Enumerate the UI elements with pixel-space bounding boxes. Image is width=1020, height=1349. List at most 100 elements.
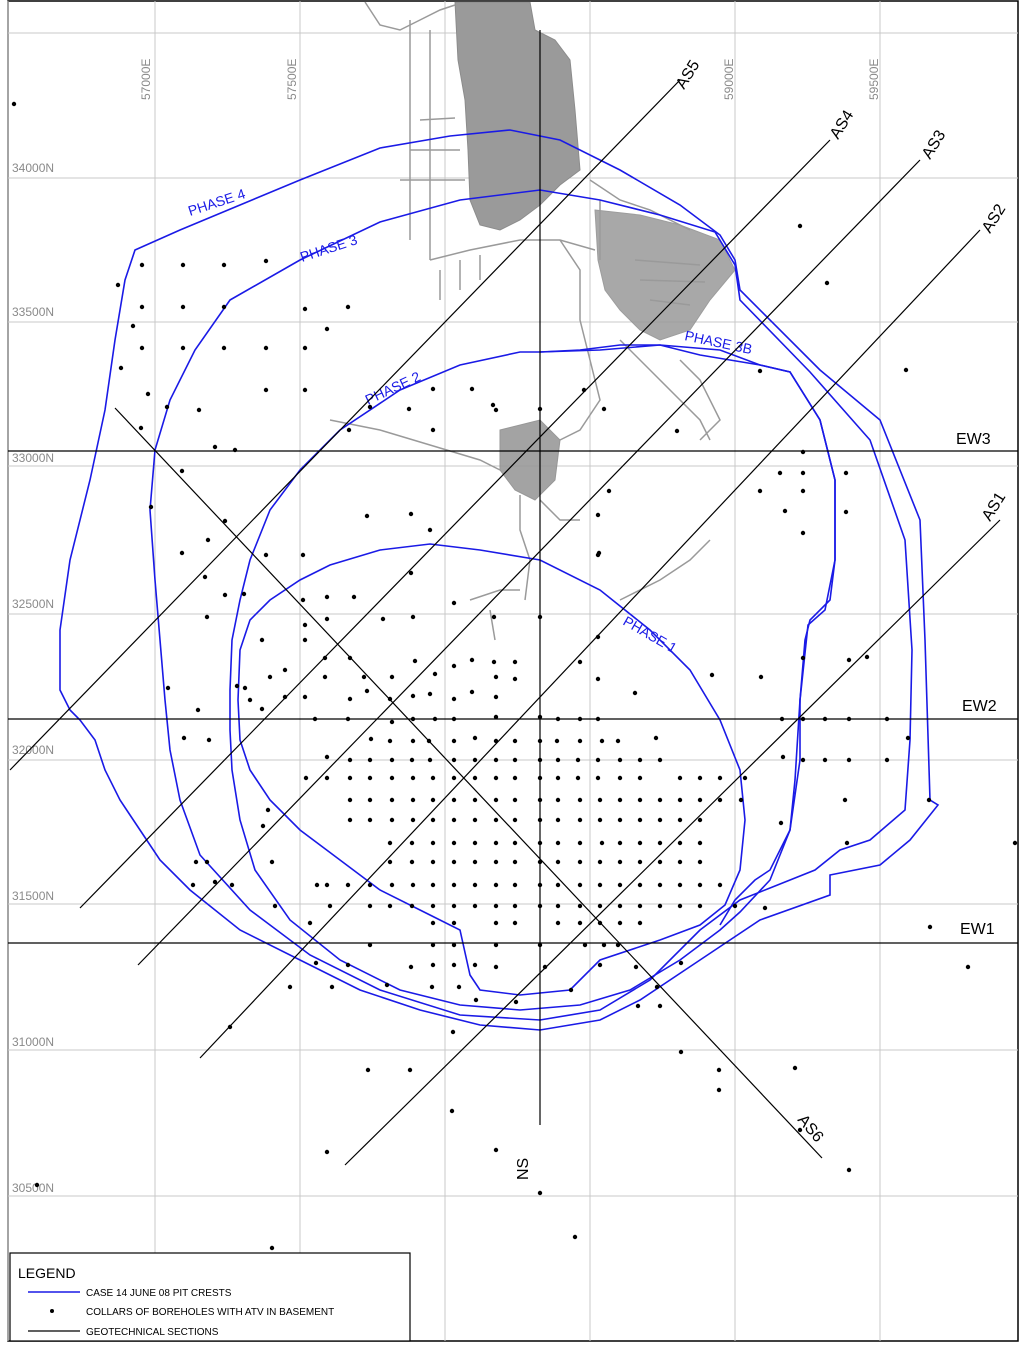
borehole-collar [637,797,643,803]
borehole-collar [430,962,436,968]
borehole-collar [843,470,849,476]
section-ew1-label: EW1 [960,921,995,938]
borehole-collar [389,719,395,725]
borehole-collar [180,304,186,310]
borehole-collar [717,775,723,781]
borehole-collar [577,738,583,744]
borehole-collar [493,757,499,763]
borehole-collar [493,694,499,700]
borehole-collar [637,840,643,846]
borehole-collar [635,1003,641,1009]
borehole-collar [314,882,320,888]
borehole-collar [469,657,475,663]
borehole-collar [263,345,269,351]
borehole-collar [367,882,373,888]
borehole-collar [716,1067,722,1073]
borehole-collar [513,999,519,1005]
borehole-collar [597,962,603,968]
borehole-collar [451,942,457,948]
borehole-collar [227,1024,233,1030]
borehole-collar [493,738,499,744]
borehole-collar [115,282,121,288]
borehole-collar [430,386,436,392]
borehole-collar [259,706,265,712]
borehole-collar [493,817,499,823]
borehole-collar [884,716,890,722]
borehole-collar [1012,840,1018,846]
borehole-collar [347,797,353,803]
borehole-collar [389,775,395,781]
borehole-collar [555,797,561,803]
legend-dot-icon [50,1309,54,1313]
borehole-collar [537,882,543,888]
borehole-collar [716,1087,722,1093]
borehole-collar [581,387,587,393]
borehole-collar [34,1182,40,1188]
borehole-collar [389,674,395,680]
borehole-collar [206,737,212,743]
section-as2-line [199,229,981,1059]
borehole-collar [384,982,390,988]
borehole-collar [555,716,561,722]
borehole-collar [617,797,623,803]
legend: LEGEND CASE 14 JUNE 08 PIT CRESTS COLLAR… [9,1252,411,1342]
borehole-collar [637,903,643,909]
borehole-collar [575,757,581,763]
borehole-collar [410,882,416,888]
borehole-collar [677,882,683,888]
borehole-collar [272,903,278,909]
borehole-collar [368,736,374,742]
borehole-collar [697,859,703,865]
borehole-collar [409,903,415,909]
borehole-collar [327,903,333,909]
borehole-collar [302,345,308,351]
borehole-collar [430,859,436,865]
borehole-collar [617,840,623,846]
borehole-collar [408,511,414,517]
borehole-collar [367,757,373,763]
borehole-collar [555,882,561,888]
borehole-collar [430,882,436,888]
borehole-collar [307,920,313,926]
borehole-collar [451,817,457,823]
borehole-collar [312,716,318,722]
borehole-collar [409,859,415,865]
borehole-collar [555,920,561,926]
legend-box [9,1252,411,1342]
borehole-collar [493,840,499,846]
borehole-collar [389,757,395,763]
borehole-collar [430,840,436,846]
borehole-collar [617,817,623,823]
borehole-collar [903,367,909,373]
borehole-collar [757,488,763,494]
borehole-collar [347,757,353,763]
borehole-collar [302,622,308,628]
borehole-collar [597,903,603,909]
borehole-collar [617,882,623,888]
borehole-collar [779,716,785,722]
borehole-collar [302,387,308,393]
borehole-collar [380,616,386,622]
borehole-collar [677,775,683,781]
northing-labels: 34000N 33500N 33000N 32500N 32000N 31500… [12,161,54,1195]
borehole-collar [451,775,457,781]
borehole-collar [324,594,330,600]
borehole-collar [846,1167,852,1173]
borehole-collar [493,1147,499,1153]
borehole-collar [242,685,248,691]
borehole-collar [572,1234,578,1240]
borehole-collar [554,738,560,744]
borehole-collar [456,984,462,990]
borehole-collar [324,326,330,332]
northing-label: 34000N [12,161,54,175]
borehole-collar [555,775,561,781]
borehole-collar [537,738,543,744]
borehole-collar [139,345,145,351]
borehole-collar [577,882,583,888]
borehole-collar [430,797,436,803]
borehole-collar [389,817,395,823]
borehole-collar [472,817,478,823]
borehole-collar [241,591,247,597]
borehole-collar [577,859,583,865]
borehole-collar [408,570,414,576]
